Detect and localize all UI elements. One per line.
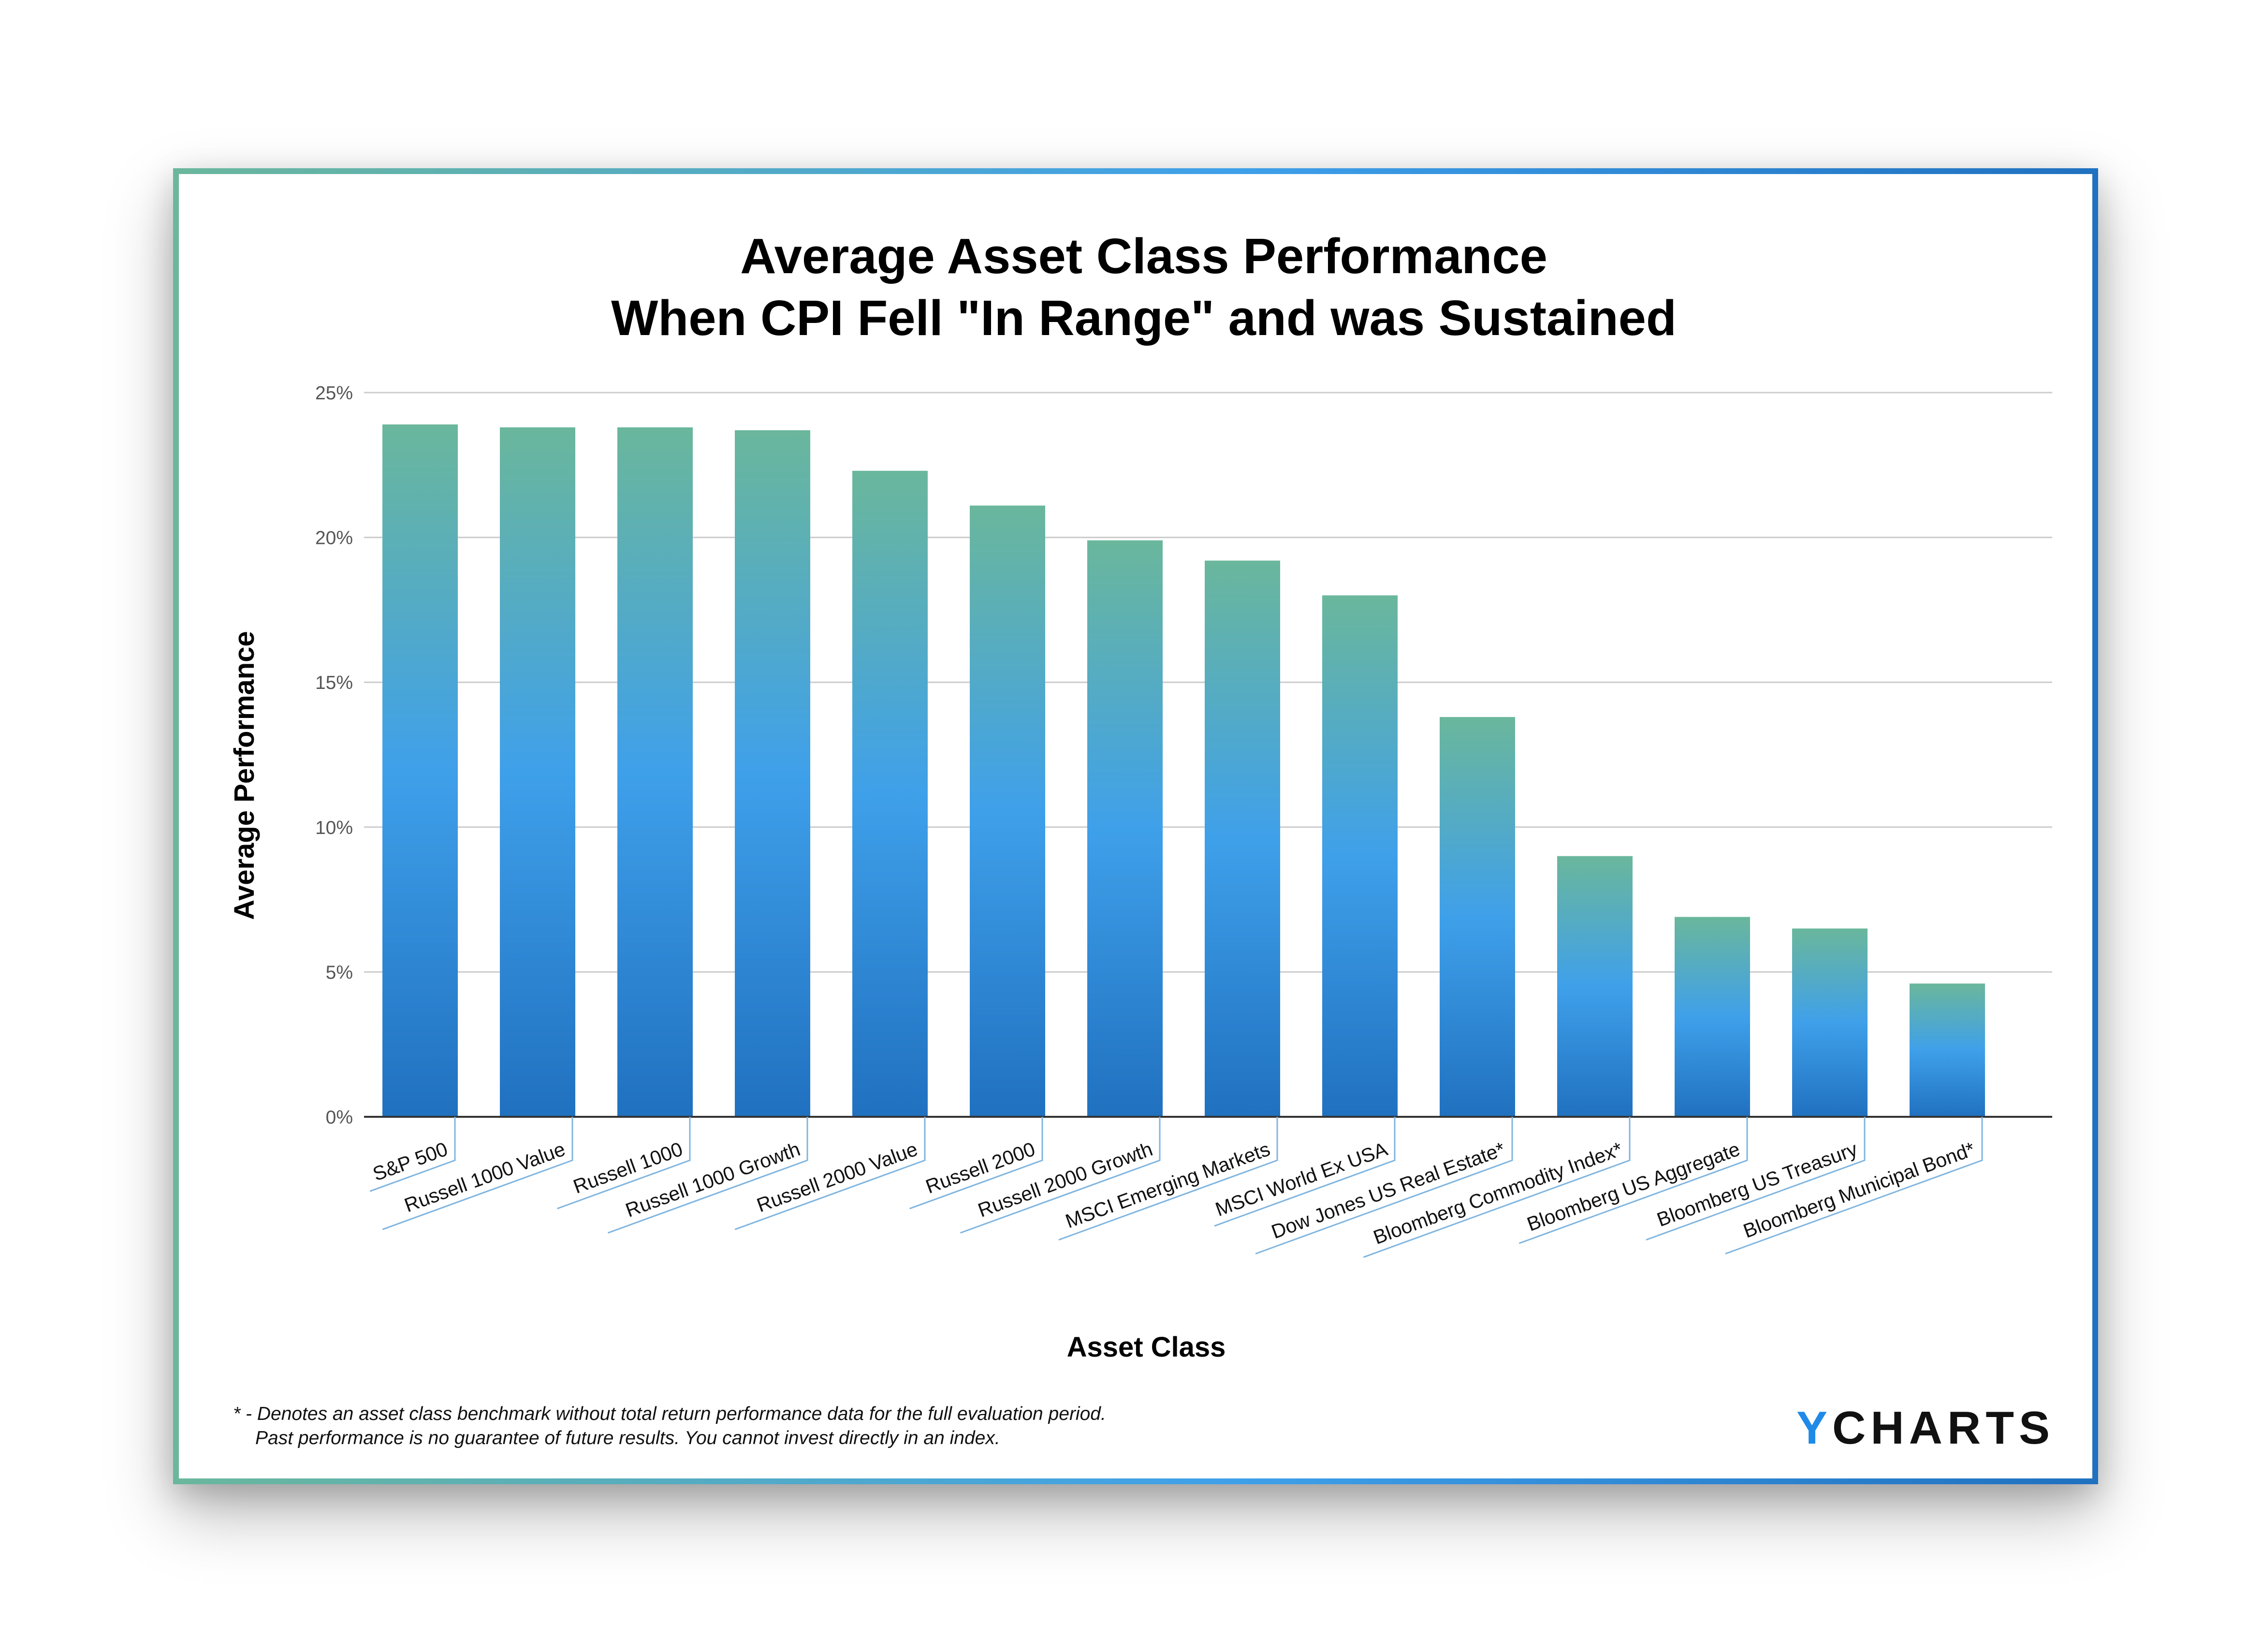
category-label: MSCI Emerging Markets bbox=[1063, 1138, 1273, 1232]
y-tick-label: 20% bbox=[315, 528, 353, 549]
label-leader-line bbox=[1363, 1117, 1631, 1258]
label-leader-line bbox=[1646, 1117, 1866, 1241]
y-tick-label: 10% bbox=[315, 818, 353, 838]
y-tick-label: 0% bbox=[326, 1107, 353, 1128]
bar bbox=[970, 505, 1045, 1117]
footnote: * - Denotes an asset class benchmark wit… bbox=[233, 1402, 1106, 1450]
y-tick-label: 5% bbox=[326, 962, 353, 983]
label-leader-line bbox=[1725, 1117, 1983, 1255]
ycharts-logo: YCHARTS bbox=[1796, 1405, 2055, 1451]
chart-title: Average Asset Class Performance bbox=[740, 228, 1547, 284]
bar bbox=[1792, 928, 1868, 1117]
category-label: Bloomberg Municipal Bond* bbox=[1740, 1138, 1978, 1242]
bar bbox=[500, 427, 575, 1117]
bar-chart: Average Asset Class Performance When CPI… bbox=[229, 228, 2052, 1363]
label-leader-line bbox=[369, 1117, 456, 1192]
bar bbox=[852, 470, 928, 1117]
y-tick-label: 25% bbox=[315, 383, 353, 404]
footnote-line-1: * - Denotes an asset class benchmark wit… bbox=[233, 1403, 1106, 1424]
footnote-line-2: Past performance is no guarantee of futu… bbox=[255, 1428, 1000, 1448]
chart-subtitle: When CPI Fell "In Range" and was Sustain… bbox=[611, 290, 1677, 346]
bar bbox=[382, 424, 458, 1117]
logo-text: CHARTS bbox=[1832, 1402, 2055, 1454]
label-leader-line bbox=[734, 1117, 926, 1230]
label-leader-line bbox=[1058, 1117, 1278, 1241]
label-leader-line bbox=[607, 1117, 808, 1234]
bar bbox=[1205, 560, 1280, 1117]
label-leader-line bbox=[909, 1117, 1043, 1210]
logo-y: Y bbox=[1796, 1402, 1833, 1454]
bar bbox=[1087, 540, 1163, 1117]
bar bbox=[617, 427, 693, 1117]
label-leader-line bbox=[1255, 1117, 1513, 1255]
category-label: S&P 500 bbox=[370, 1138, 451, 1185]
y-axis-title: Average Performance bbox=[229, 631, 260, 920]
label-leader-line bbox=[1214, 1117, 1396, 1227]
chart-card: Average Asset Class Performance When CPI… bbox=[179, 174, 2092, 1478]
label-leader-line bbox=[1518, 1117, 1748, 1244]
bar bbox=[1440, 717, 1515, 1117]
x-axis-title: Asset Class bbox=[1067, 1331, 1226, 1363]
bar bbox=[1910, 983, 1985, 1117]
bars bbox=[382, 424, 1985, 1117]
bar bbox=[1675, 917, 1750, 1117]
y-axis-ticks: 0% 5% 10% 15% 20% 25% bbox=[315, 383, 353, 1128]
chart-card-frame: Average Asset Class Performance When CPI… bbox=[173, 168, 2098, 1484]
label-leader-line bbox=[960, 1117, 1161, 1234]
bar bbox=[1322, 595, 1398, 1117]
bar bbox=[735, 430, 810, 1117]
y-tick-label: 15% bbox=[315, 672, 353, 693]
bar bbox=[1557, 856, 1633, 1117]
label-leader-line bbox=[382, 1117, 573, 1230]
label-leader-line bbox=[557, 1117, 691, 1210]
